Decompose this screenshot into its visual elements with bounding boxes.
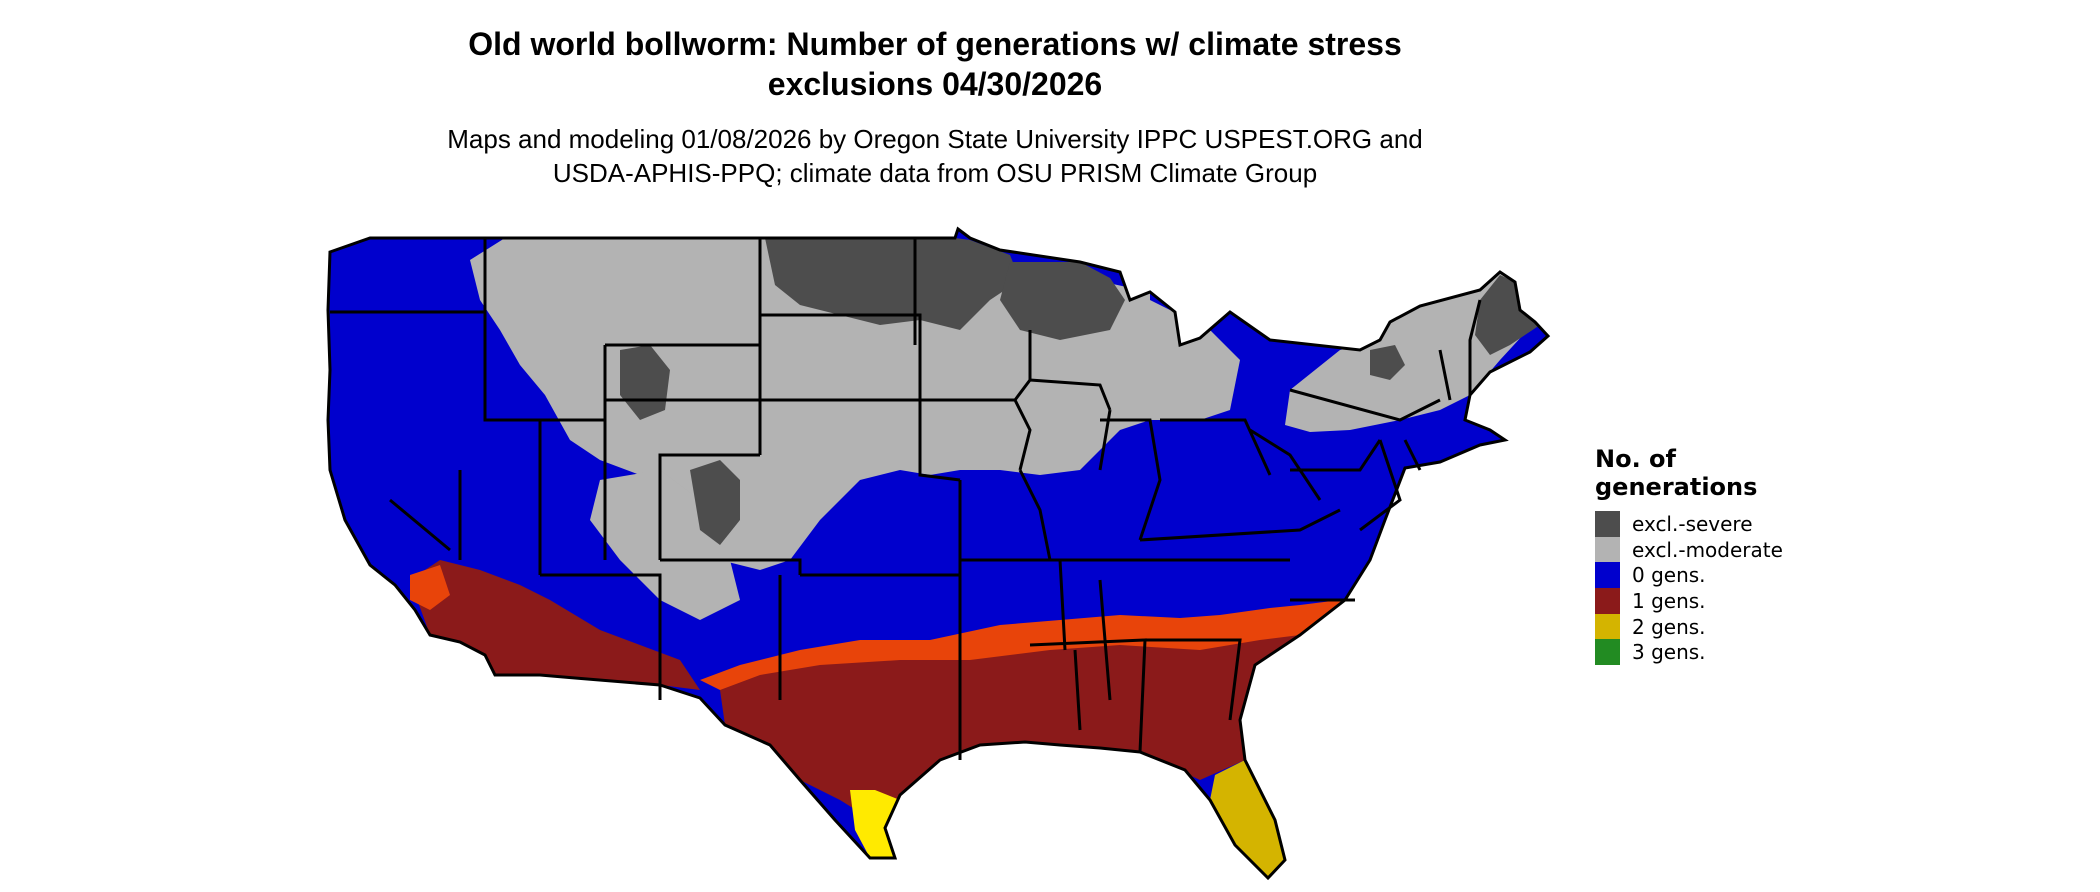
state-borders	[326, 227, 1550, 880]
legend-item: 1 gens.	[1595, 588, 1783, 614]
legend-title-line-2: generations	[1595, 473, 1758, 501]
legend-title-line-1: No. of	[1595, 445, 1676, 473]
map-subtitle-line-1: Maps and modeling 01/08/2026 by Oregon S…	[447, 124, 1423, 154]
legend-label: excl.-moderate	[1632, 537, 1783, 562]
map-subtitle: Maps and modeling 01/08/2026 by Oregon S…	[0, 122, 1870, 190]
legend-swatch-1-gens	[1595, 588, 1620, 614]
legend-swatch-excl-severe	[1595, 511, 1620, 537]
legend-swatch-excl-moderate	[1595, 536, 1620, 563]
map-title-line-2: exclusions 04/30/2026	[767, 66, 1103, 102]
excl-severe-maine-region	[1475, 275, 1540, 355]
legend-items: excl.-severe excl.-moderate 0 gens. 1 ge…	[1595, 511, 1783, 666]
legend-item: excl.-moderate	[1595, 536, 1783, 563]
legend-label: 3 gens.	[1632, 640, 1706, 665]
legend-label: 2 gens.	[1632, 614, 1706, 639]
legend-label: 0 gens.	[1632, 563, 1706, 588]
one-gens-california-light-region	[410, 565, 450, 610]
map-title-line-1: Old world bollworm: Number of generation…	[468, 26, 1402, 62]
legend-swatch-2-gens	[1595, 613, 1620, 640]
excl-severe-north-plains-region	[765, 238, 1020, 330]
excl-severe-adirondack-region	[1370, 345, 1405, 380]
excl-moderate-great-lakes-region	[1150, 300, 1240, 420]
legend-label: 1 gens.	[1632, 588, 1706, 613]
border-lines	[330, 238, 1482, 760]
legend-swatch-0-gens	[1595, 562, 1620, 589]
map-subtitle-line-2: USDA-APHIS-PPQ; climate data from OSU PR…	[552, 158, 1318, 188]
one-gens-southwest-region	[410, 560, 700, 690]
excl-severe-colorado-region	[690, 460, 740, 545]
one-gens-southern-region	[720, 635, 1300, 828]
map-title: Old world bollworm: Number of generation…	[0, 24, 1870, 104]
legend-item: 0 gens.	[1595, 562, 1783, 589]
legend-item: excl.-severe	[1595, 511, 1783, 537]
excl-moderate-northwest-region	[470, 238, 900, 570]
excl-severe-minnesota-region	[1000, 262, 1125, 340]
two-gens-florida-region	[1210, 760, 1285, 878]
legend-item: 2 gens.	[1595, 613, 1783, 640]
legend-swatch-3-gens	[1595, 639, 1620, 666]
legend-label: excl.-severe	[1632, 511, 1753, 536]
legend: No. of generations excl.-severe excl.-mo…	[1595, 445, 1783, 666]
legend-item: 3 gens.	[1595, 639, 1783, 666]
legend-title: No. of generations	[1595, 445, 1783, 501]
